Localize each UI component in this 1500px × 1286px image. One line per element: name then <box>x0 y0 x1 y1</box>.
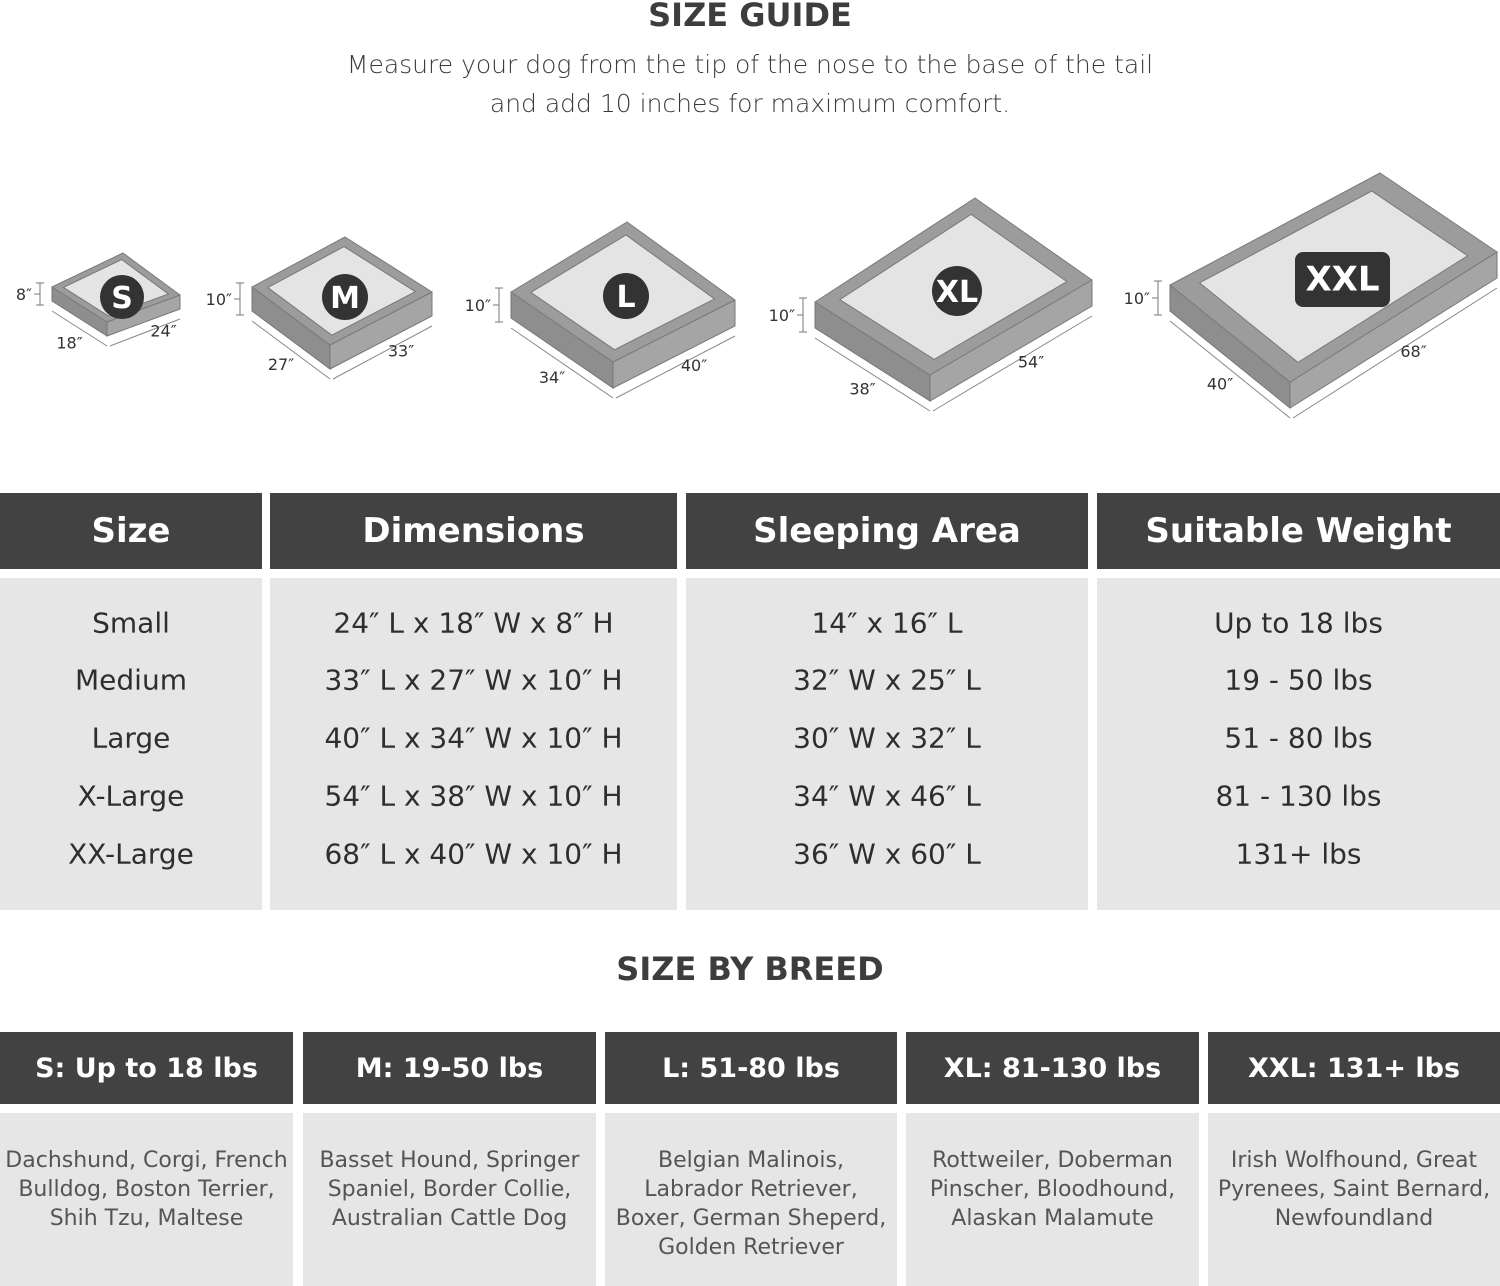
length-label: 33″ <box>388 342 414 361</box>
breed-line: Basset Hound, Springer <box>319 1148 580 1173</box>
breed-line: Spaniel, Border Collie, <box>327 1177 572 1202</box>
breed-line: Newfoundland <box>1274 1206 1434 1231</box>
breed-section-title: SIZE BY BREED <box>616 950 884 988</box>
table-cell: 51 - 80 lbs <box>1224 721 1373 755</box>
bed-m: M 10″ 27″ 33″ <box>206 236 433 380</box>
width-length-dimension-lines <box>1169 287 1498 419</box>
breed-list: Basset Hound, Springer Spaniel, Border Co… <box>303 1113 596 1286</box>
length-label: 40″ <box>681 356 707 375</box>
breed-line: Pinscher, Bloodhound, <box>929 1177 1176 1202</box>
breed-header: M: 19-50 lbs <box>303 1032 596 1104</box>
bed-xl: XL 10″ 38″ 54″ <box>769 197 1093 412</box>
table-cell: Up to 18 lbs <box>1214 606 1383 640</box>
table-cell: 68″ L x 40″ W x 10″ H <box>324 837 623 871</box>
breed-list: Rottweiler, Doberman Pinscher, Bloodhound… <box>906 1113 1199 1286</box>
table-cell: 24″ L x 18″ W x 8″ H <box>333 606 614 640</box>
page-title: SIZE GUIDE <box>648 0 852 34</box>
bed-xxl: XXL 10″ 40″ 68″ <box>1124 172 1498 419</box>
subtitle-line: and add 10 inches for maximum comfort. <box>489 89 1011 118</box>
width-length-dimension-lines <box>814 315 1093 412</box>
height-label: 10″ <box>465 296 491 315</box>
bed-illustrations: S 8″ 18″ 24″ M 10″ 27″ 33″ L 10″ 34″ 40″ XL 10″ 38″ 54″… <box>16 172 1498 419</box>
column-body-dimensions: 24″ L x 18″ W x 8″ H 33″ L x 27″ W x 10″ … <box>270 578 677 910</box>
size-badge-label: L <box>616 280 635 315</box>
height-dimension-line <box>234 282 244 316</box>
table-cell: 30″ W x 32″ L <box>793 721 981 755</box>
length-label: 68″ <box>1400 342 1426 361</box>
table-cell: 54″ L x 38″ W x 10″ H <box>324 779 623 813</box>
breed-line: Alaskan Malamute <box>951 1206 1154 1231</box>
breed-line: Dachshund, Corgi, French <box>5 1148 288 1173</box>
height-label: 10″ <box>769 306 795 325</box>
width-label: 40″ <box>1207 375 1233 394</box>
bed-l: L 10″ 34″ 40″ <box>465 221 736 399</box>
breed-line: Irish Wolfhound, Great <box>1230 1148 1478 1173</box>
size-badge-label: XXL <box>1305 260 1379 300</box>
size-badge <box>932 266 982 316</box>
table-cell: 14″ x 16″ L <box>811 606 963 640</box>
width-label: 27″ <box>268 355 294 374</box>
breed-line: Labrador Retriever, <box>644 1177 858 1202</box>
size-badge-label: XL <box>936 275 978 310</box>
breed-list: Belgian Malinois, Labrador Retriever, Boxe… <box>605 1113 897 1286</box>
width-length-dimension-lines <box>510 327 736 399</box>
size-badge <box>603 273 649 319</box>
column-body-size: Small Medium Large X-Large XX-Large <box>0 578 262 910</box>
bed-s: S 8″ 18″ 24″ <box>16 252 181 353</box>
table-cell: 34″ W x 46″ L <box>793 779 981 813</box>
size-badge <box>100 275 144 319</box>
breed-header: XXL: 131+ lbs <box>1208 1032 1500 1104</box>
column-header-suitable-weight: Suitable Weight <box>1097 493 1500 569</box>
height-dimension-line <box>493 287 503 323</box>
breed-list: Irish Wolfhound, Great Pyrenees, Saint Be… <box>1208 1113 1500 1286</box>
column-header-sleeping-area: Sleeping Area <box>686 493 1088 569</box>
column-body-suitable-weight: Up to 18 lbs 19 - 50 lbs 51 - 80 lbs 81 - 1… <box>1097 578 1500 910</box>
table-cell: 36″ W x 60″ L <box>793 837 981 871</box>
height-dimension-line <box>797 297 807 333</box>
table-cell: 32″ W x 25″ L <box>793 663 981 697</box>
breed-header: S: Up to 18 lbs <box>0 1032 293 1104</box>
table-cell: 131+ lbs <box>1235 837 1362 871</box>
width-label: 18″ <box>56 334 82 353</box>
height-dimension-line <box>34 282 44 306</box>
height-label: 10″ <box>206 290 232 309</box>
table-cell: 33″ L x 27″ W x 10″ H <box>324 663 623 697</box>
breed-line: Pyrenees, Saint Bernard, <box>1217 1177 1491 1202</box>
size-badge <box>322 274 368 320</box>
width-length-dimension-lines <box>51 310 181 347</box>
breed-list: Dachshund, Corgi, French Bulldog, Boston … <box>0 1113 293 1286</box>
breed-line: Australian Cattle Dog <box>331 1206 568 1231</box>
table-cell: 19 - 50 lbs <box>1224 663 1373 697</box>
breed-header: L: 51-80 lbs <box>605 1032 897 1104</box>
table-cell: X-Large <box>77 779 185 813</box>
height-label: 8″ <box>16 285 32 304</box>
table-cell: XX-Large <box>68 837 194 871</box>
height-label: 10″ <box>1124 289 1150 308</box>
length-label: 54″ <box>1018 353 1044 372</box>
table-cell: Medium <box>75 663 187 697</box>
table-cell: 81 - 130 lbs <box>1215 779 1382 813</box>
size-badge-label: S <box>111 281 133 316</box>
breed-line: Boxer, German Sheperd, <box>615 1206 887 1231</box>
column-header-size: Size <box>0 493 262 569</box>
width-length-dimension-lines <box>251 320 433 380</box>
size-badge <box>1295 252 1390 307</box>
width-label: 38″ <box>849 380 875 399</box>
length-label: 24″ <box>150 322 176 341</box>
breed-line: Bulldog, Boston Terrier, <box>18 1177 275 1202</box>
table-cell: 40″ L x 34″ W x 10″ H <box>324 721 623 755</box>
breed-line: Golden Retriever <box>658 1235 844 1260</box>
table-cell: Large <box>91 721 171 755</box>
column-header-dimensions: Dimensions <box>270 493 677 569</box>
breed-line: Belgian Malinois, <box>658 1148 844 1173</box>
subtitle-line: Measure your dog from the tip of the nos… <box>346 50 1154 79</box>
breed-header: XL: 81-130 lbs <box>906 1032 1199 1104</box>
column-body-sleeping-area: 14″ x 16″ L 32″ W x 25″ L 30″ W x 32″ L 34″… <box>686 578 1088 910</box>
breed-line: Rottweiler, Doberman <box>932 1148 1173 1173</box>
width-label: 34″ <box>539 368 565 387</box>
table-cell: Small <box>92 606 170 640</box>
breed-line: Shih Tzu, Maltese <box>49 1206 244 1231</box>
height-dimension-line <box>1152 280 1162 316</box>
size-badge-label: M <box>330 281 360 316</box>
